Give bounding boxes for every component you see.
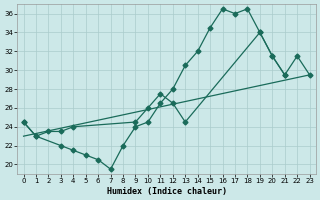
X-axis label: Humidex (Indice chaleur): Humidex (Indice chaleur) <box>107 187 227 196</box>
